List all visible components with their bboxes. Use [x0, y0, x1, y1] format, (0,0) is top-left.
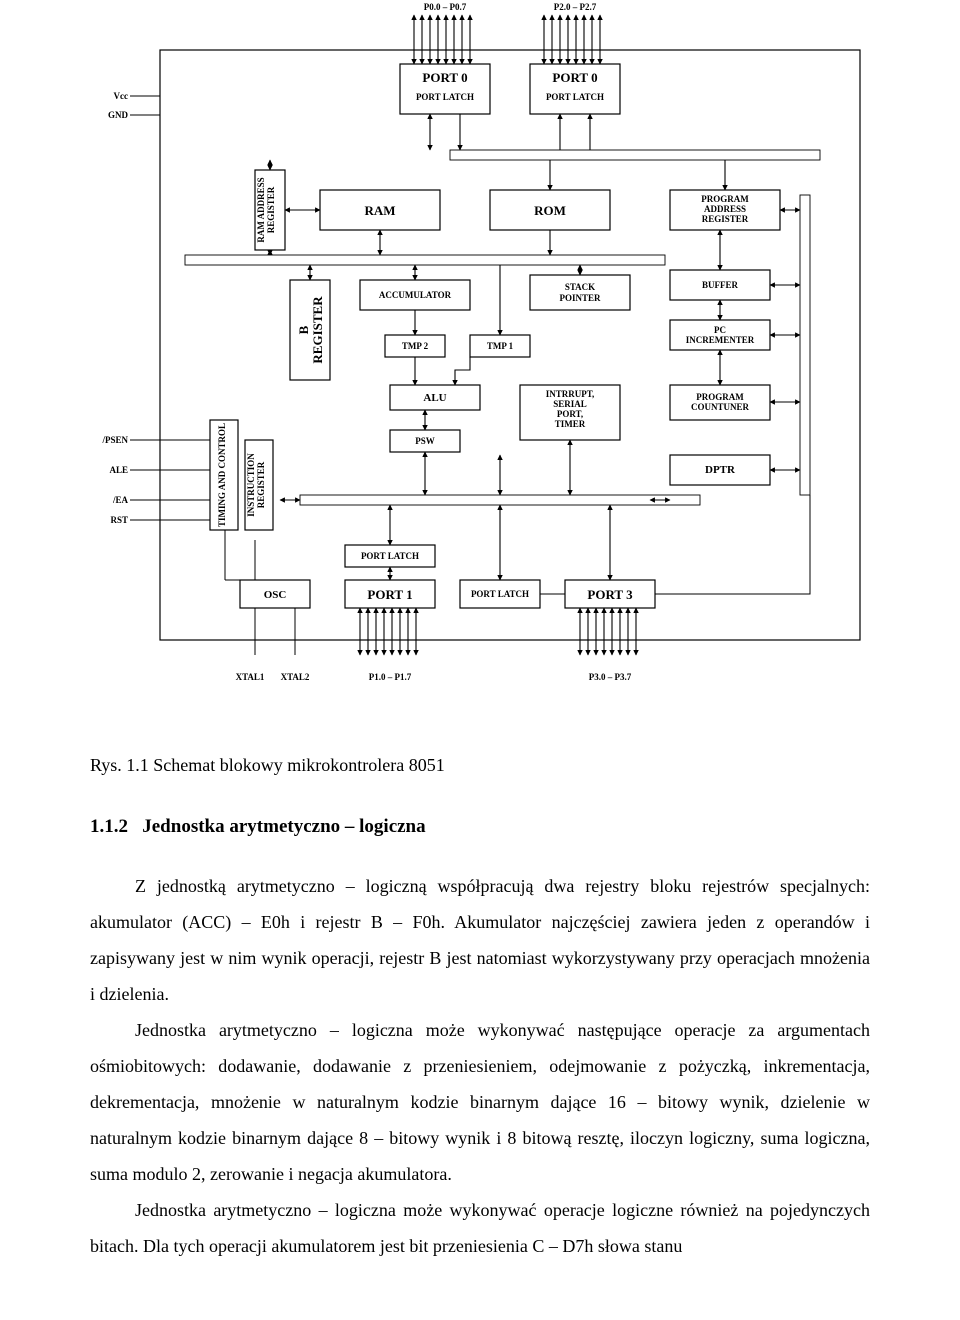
pins-p2-label: P2.0 – P2.7	[554, 2, 597, 12]
port3-label: PORT 3	[587, 587, 633, 602]
pin-gnd: GND	[108, 110, 129, 120]
port1-latch-label: PORT LATCH	[361, 551, 419, 561]
tmp2-label: TMP 2	[402, 341, 429, 351]
pin-psen: /PSEN	[101, 435, 128, 445]
block-diagram: P0.0 – P0.7 P2.0 – P2.7 PORT 0 PORT LATC…	[90, 0, 870, 725]
paragraph-1: Z jednostką arytmetyczno – logiczną wspó…	[90, 868, 870, 1012]
xtal2-label: XTAL2	[281, 672, 310, 682]
alu-label: ALU	[423, 392, 446, 404]
p3-pins-label: P3.0 – P3.7	[589, 672, 632, 682]
pc-label: PROGRAMCOUNTUNER	[691, 392, 750, 412]
section-title-text: Jednostka arytmetyczno – logiczna	[142, 816, 425, 837]
buffer-label: BUFFER	[702, 280, 739, 290]
port2-sub: PORT LATCH	[546, 92, 604, 102]
paragraph-3: Jednostka arytmetyczno – logiczna może w…	[90, 1192, 870, 1264]
port0-sub: PORT LATCH	[416, 92, 474, 102]
pins-p0-label: P0.0 – P0.7	[424, 2, 467, 12]
ram-addr-reg-label: RAM ADDRESSREGISTER	[256, 177, 276, 242]
ram-label: RAM	[364, 203, 395, 218]
stack-pointer-label: STACKPOINTER	[559, 282, 601, 303]
pin-vcc: Vcc	[114, 91, 129, 101]
rom-label: ROM	[534, 203, 566, 218]
paragraph-2: Jednostka arytmetyczno – logiczna może w…	[90, 1012, 870, 1192]
figure-caption: Rys. 1.1 Schemat blokowy mikrokontrolera…	[90, 755, 960, 776]
body-text: Z jednostką arytmetyczno – logiczną wspó…	[0, 868, 960, 1264]
pin-rst: RST	[110, 515, 128, 525]
dptr-label: DPTR	[705, 464, 736, 476]
timing-control-label: TIMING AND CONTROL	[217, 423, 227, 527]
par-label: PROGRAMADDRESSREGISTER	[701, 194, 749, 224]
psw-label: PSW	[415, 436, 435, 446]
instr-reg-label: INSTRUCTIONREGISTER	[246, 453, 266, 517]
port1-label: PORT 1	[367, 587, 412, 602]
accumulator-label: ACCUMULATOR	[379, 290, 452, 300]
p1-pins-label: P1.0 – P1.7	[369, 672, 412, 682]
section-heading: 1.1.2 Jednostka arytmetyczno – logiczna	[90, 816, 960, 838]
osc-label: OSC	[264, 589, 287, 601]
pin-ale: ALE	[109, 465, 128, 475]
port2-title: PORT 0	[552, 70, 597, 85]
section-number: 1.1.2	[90, 816, 128, 837]
xtal1-label: XTAL1	[236, 672, 265, 682]
tmp1-label: TMP 1	[487, 341, 514, 351]
port0-title: PORT 0	[422, 70, 467, 85]
pin-ea: /EA	[112, 495, 129, 505]
port3-latch-label: PORT LATCH	[471, 589, 529, 599]
